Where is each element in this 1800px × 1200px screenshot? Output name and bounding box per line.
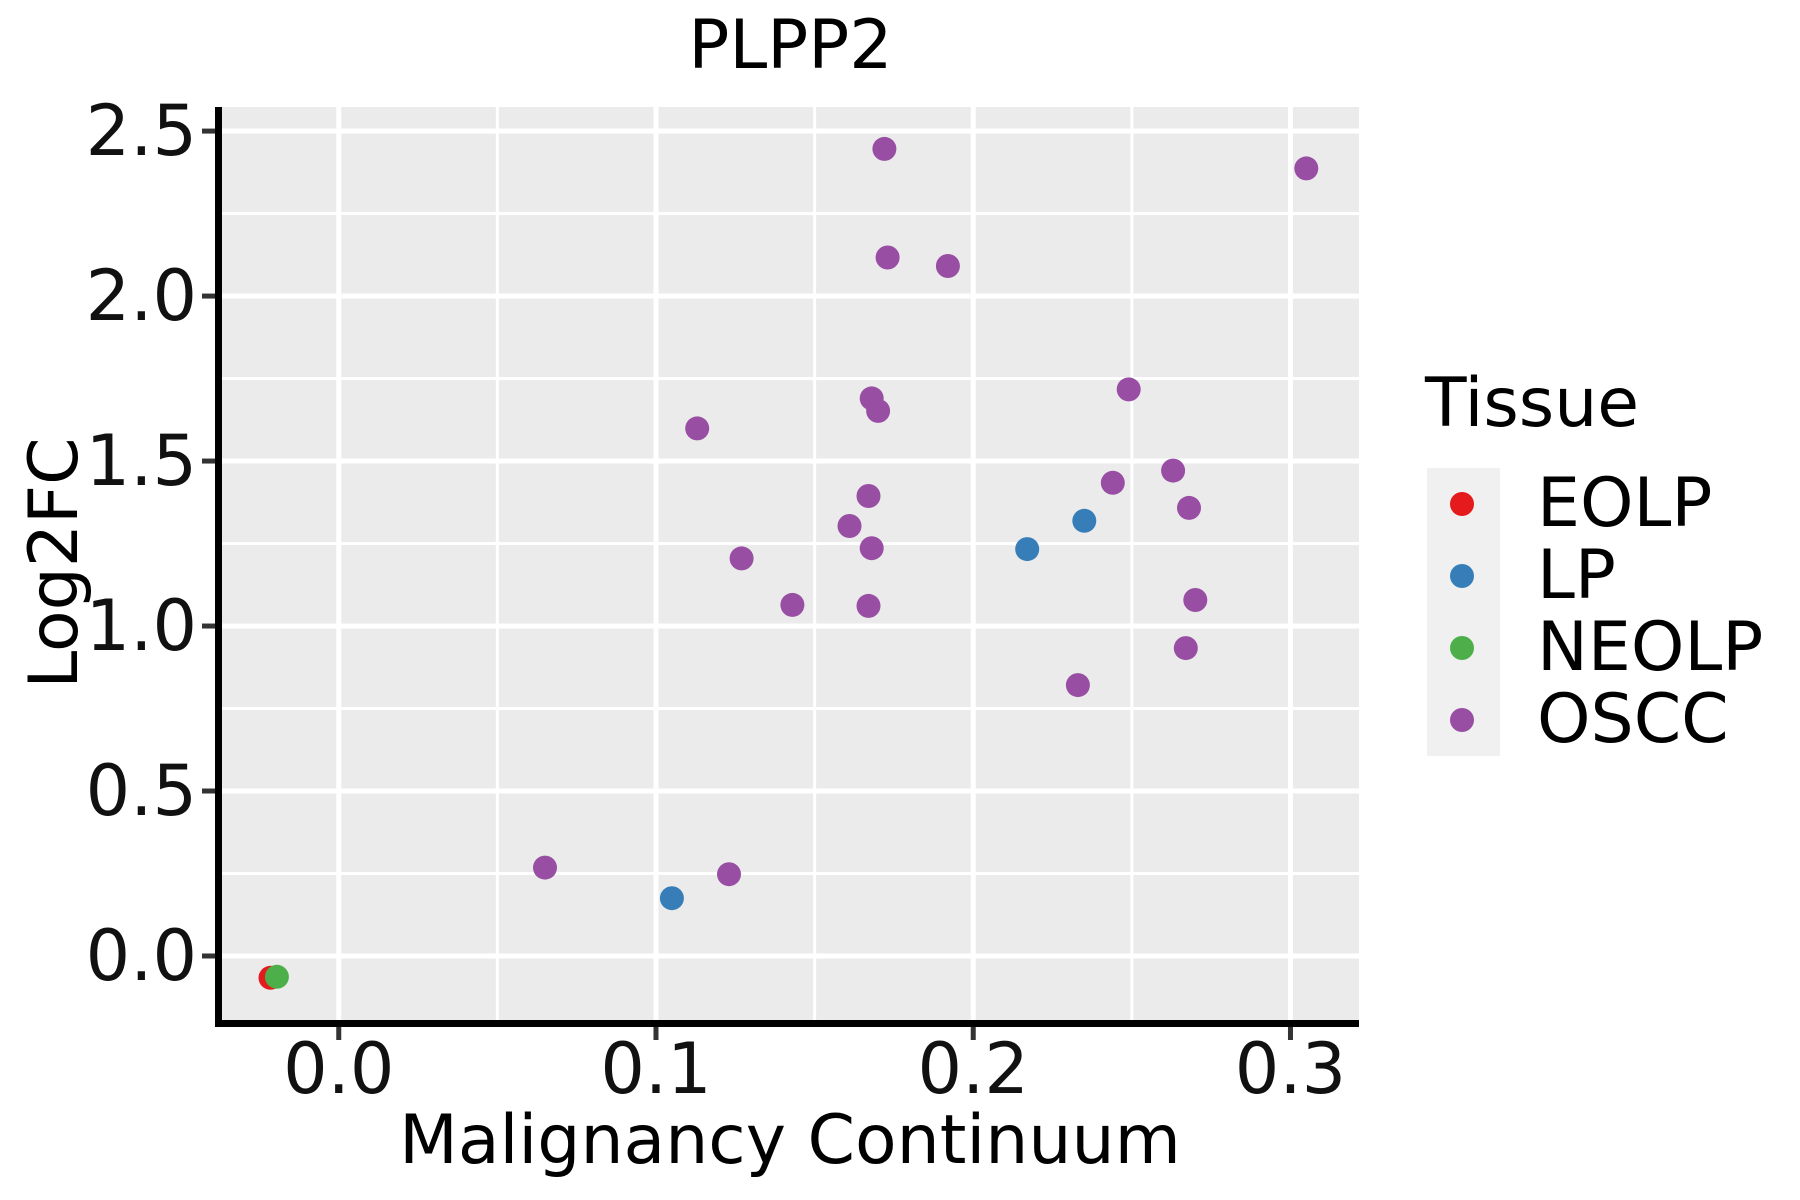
data-point-oscc — [1177, 495, 1201, 520]
x-tick-label: 0.3 — [1234, 1028, 1347, 1110]
x-major-gridline — [1287, 107, 1293, 1020]
y-tick-mark — [202, 788, 215, 794]
x-tick-mark — [336, 1027, 342, 1040]
data-point-oscc — [533, 855, 557, 880]
y-tick-mark — [202, 953, 215, 959]
data-point-oscc — [1065, 673, 1090, 698]
legend-key — [1427, 540, 1500, 612]
y-tick-label: 0.0 — [85, 914, 197, 997]
x-tick-mark — [1287, 1027, 1293, 1040]
x-axis-title: Malignancy Continuum — [399, 1101, 1181, 1180]
legend-key — [1427, 468, 1500, 540]
data-point-lp — [659, 886, 684, 911]
x-tick-label: 0.1 — [600, 1028, 712, 1110]
y-major-gridline — [222, 293, 1359, 299]
x-major-gridline — [653, 107, 659, 1020]
data-point-oscc — [875, 245, 900, 270]
data-point-oscc — [935, 254, 960, 278]
y-minor-gridline — [222, 871, 1359, 875]
plot-title: PLPP2 — [688, 6, 893, 85]
data-point-oscc — [685, 416, 710, 441]
y-major-gridline — [222, 458, 1359, 464]
y-tick-mark — [202, 293, 215, 299]
legend-item-lp: LP — [1427, 540, 1763, 612]
y-tick-label: 1.0 — [85, 585, 197, 668]
legend-item-oscc: OSCC — [1427, 684, 1763, 756]
legend-key — [1427, 612, 1500, 684]
y-minor-gridline — [222, 212, 1359, 216]
legend-item-label: OSCC — [1537, 680, 1729, 759]
data-point-oscc — [872, 136, 897, 161]
data-point-oscc — [859, 536, 884, 561]
legend-dot-icon — [1450, 708, 1474, 732]
data-point-oscc — [1183, 588, 1208, 612]
data-point-oscc — [1100, 470, 1125, 495]
x-minor-gridline — [1130, 107, 1134, 1020]
y-tick-mark — [202, 623, 215, 629]
y-tick-label: 0.5 — [85, 750, 197, 832]
y-axis-line — [215, 107, 222, 1027]
legend-item-label: LP — [1537, 536, 1616, 615]
legend-items: EOLP LP NEOLP OSCC — [1427, 468, 1763, 756]
data-point-neolp — [264, 964, 289, 989]
data-point-oscc — [837, 514, 862, 538]
x-tick-label: 0.0 — [283, 1028, 395, 1110]
x-tick-label: 0.2 — [917, 1028, 1029, 1110]
legend-dot-icon — [1450, 492, 1474, 516]
x-major-gridline — [336, 107, 342, 1020]
legend-title: Tissue — [1425, 364, 1640, 443]
data-point-oscc — [856, 484, 881, 508]
x-minor-gridline — [495, 107, 499, 1020]
data-point-oscc — [729, 546, 754, 571]
data-point-oscc — [866, 398, 891, 423]
y-major-gridline — [222, 623, 1359, 629]
y-minor-gridline — [222, 377, 1359, 381]
data-point-oscc — [1173, 636, 1198, 661]
x-axis-line — [215, 1020, 1359, 1027]
data-point-lp — [1072, 508, 1097, 533]
x-tick-mark — [653, 1027, 659, 1040]
legend-item-label: EOLP — [1537, 464, 1713, 543]
y-minor-gridline — [222, 542, 1359, 546]
legend-item-eolp: EOLP — [1427, 468, 1763, 540]
y-tick-label: 2.5 — [85, 90, 197, 173]
legend-item-label: NEOLP — [1537, 608, 1764, 687]
data-point-oscc — [1116, 377, 1141, 402]
data-point-oscc — [856, 593, 881, 618]
legend-item-neolp: NEOLP — [1427, 612, 1763, 684]
y-tick-label: 1.5 — [85, 420, 197, 503]
data-point-oscc — [1161, 458, 1186, 483]
legend-dot-icon — [1450, 564, 1474, 588]
x-tick-mark — [970, 1027, 976, 1040]
y-tick-mark — [202, 458, 215, 464]
data-point-lp — [1015, 537, 1040, 562]
y-tick-mark — [202, 128, 215, 134]
y-tick-label: 2.0 — [85, 255, 197, 338]
y-major-gridline — [222, 788, 1359, 794]
plot-panel — [222, 107, 1359, 1020]
data-point-oscc — [717, 862, 741, 887]
y-major-gridline — [222, 953, 1359, 959]
legend-key — [1427, 684, 1500, 756]
legend-dot-icon — [1450, 636, 1474, 660]
x-major-gridline — [970, 107, 976, 1020]
y-major-gridline — [222, 128, 1359, 134]
y-minor-gridline — [222, 707, 1359, 711]
data-point-oscc — [780, 592, 805, 617]
x-minor-gridline — [813, 107, 817, 1020]
data-point-oscc — [1294, 156, 1319, 181]
